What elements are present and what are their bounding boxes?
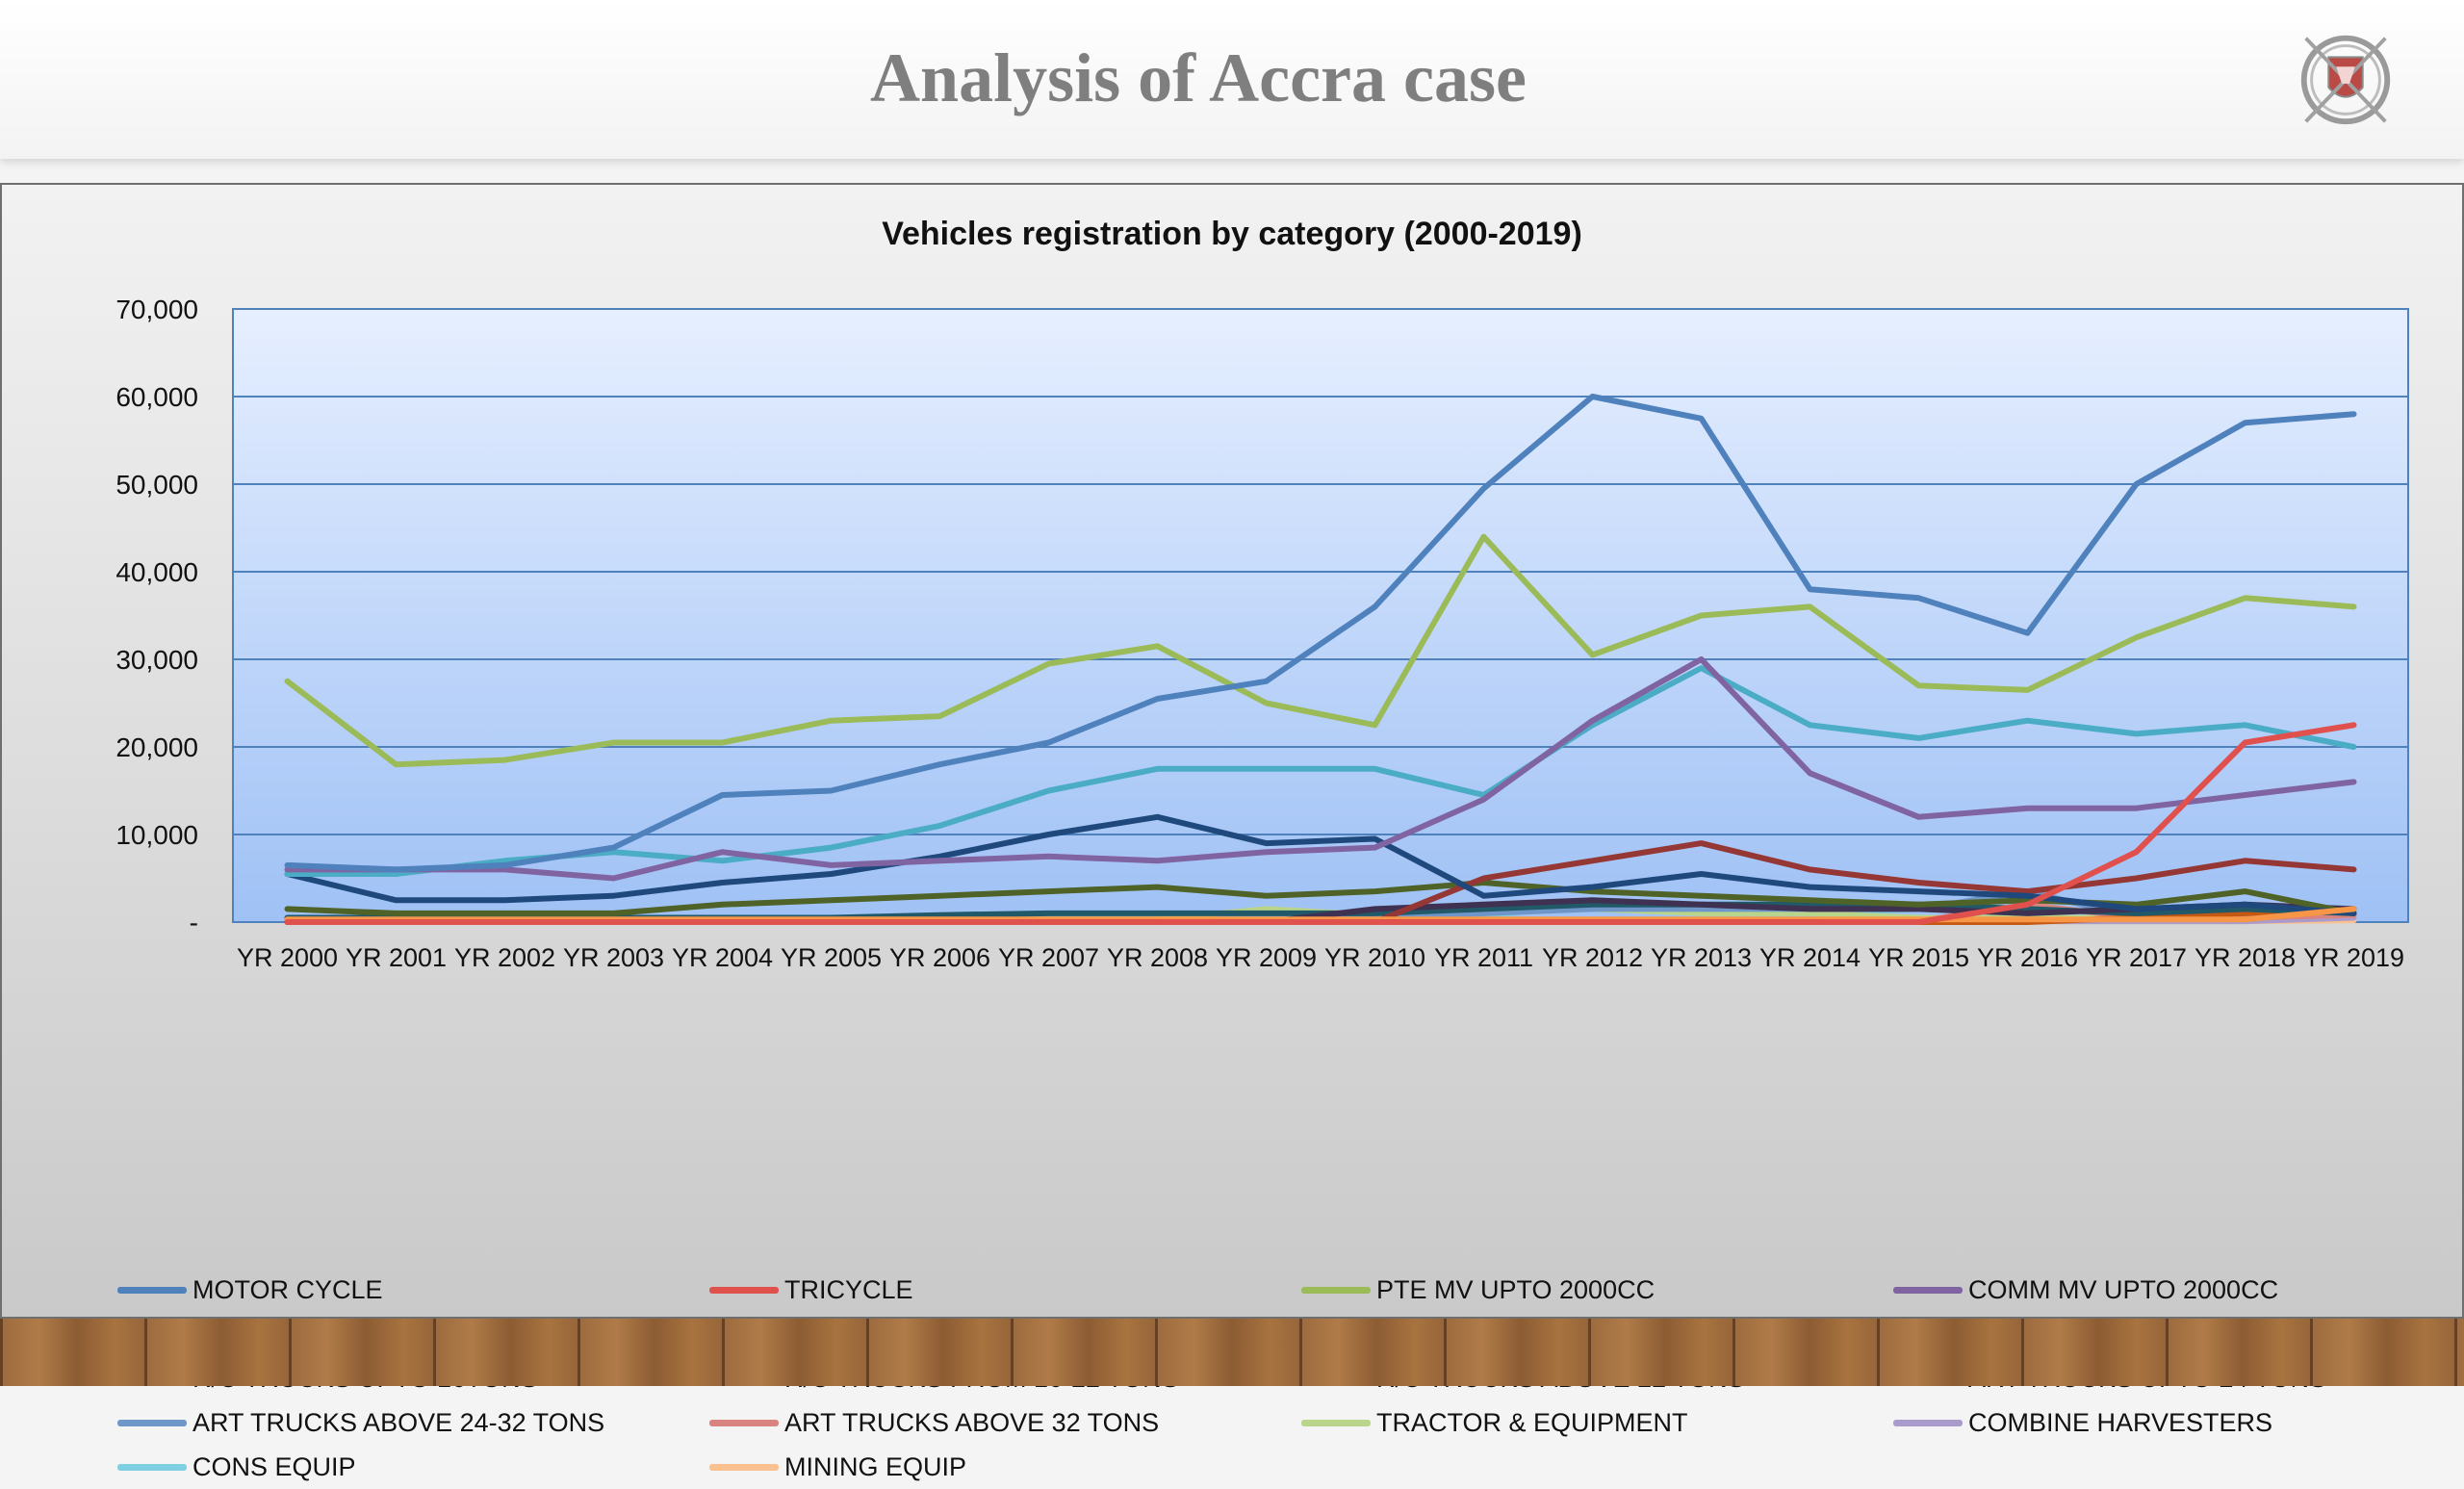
legend-item: COMBINE HARVESTERS [1893, 1400, 2447, 1445]
legend-swatch [1893, 1419, 1963, 1426]
x-tick-label: YR 2017 [2086, 943, 2187, 972]
x-tick-label: YR 2011 [1434, 943, 1533, 972]
y-tick-label: 10,000 [116, 820, 198, 850]
series-line-private-buses-coaches [284, 813, 2357, 916]
legend-swatch [1301, 1286, 1371, 1294]
legend-item: ART TRUCKS ABOVE 24-32 TONS [117, 1400, 709, 1445]
chart-title: Vehicles registration by category (2000-… [882, 216, 1582, 252]
y-tick-label: 30,000 [116, 645, 198, 675]
legend-label: ART TRUCKS ABOVE 24-32 TONS [192, 1407, 605, 1437]
x-tick-label: YR 2002 [454, 943, 555, 972]
legend-label: TRICYCLE [784, 1274, 913, 1304]
x-tick-label: YR 2001 [346, 943, 447, 972]
series-line-comm-mv-upto-2000cc [284, 656, 2357, 882]
legend-label: MINING EQUIP [784, 1451, 967, 1481]
y-tick-label: 70,000 [116, 295, 198, 324]
legend-item: MOTOR CYCLE [117, 1268, 709, 1312]
series-line-pmv-above-2000-cc [284, 665, 2357, 877]
series-line-tricycle [284, 722, 2357, 925]
wood-floor-decoration [0, 1319, 2464, 1386]
x-tick-label: YR 2009 [1216, 943, 1317, 972]
y-tick-label: 60,000 [116, 382, 198, 412]
x-tick-label: YR 2008 [1107, 943, 1208, 972]
legend-item: PTE MV UPTO 2000CC [1301, 1268, 1893, 1312]
series-line-r-c-trucks-upto-16tons [284, 880, 2357, 916]
plot-area [232, 308, 2409, 923]
x-tick-label: YR 2005 [781, 943, 882, 972]
y-tick-label: - [190, 908, 198, 937]
legend-swatch [117, 1286, 187, 1294]
y-tick-label: 50,000 [116, 470, 198, 500]
x-tick-label: YR 2006 [889, 943, 990, 972]
legend-swatch [709, 1419, 779, 1426]
legend-swatch [709, 1463, 779, 1471]
series-line-pte-mv-upto-2000cc [284, 533, 2357, 768]
y-tick-label: 40,000 [116, 557, 198, 587]
legend-item: MINING EQUIP [709, 1445, 1301, 1489]
legend-label: CONS EQUIP [192, 1451, 356, 1481]
x-tick-label: YR 2000 [237, 943, 338, 972]
legend-item: CONS EQUIP [117, 1445, 709, 1489]
legend-swatch [1301, 1419, 1371, 1426]
legend-swatch [117, 1419, 187, 1426]
legend-item: COMM MV UPTO 2000CC [1893, 1268, 2447, 1312]
legend-label: MOTOR CYCLE [192, 1274, 383, 1304]
x-axis-ticks: YR 2000 YR 2001 YR 2002 YR 2003 YR 2004 YR 20… [237, 943, 2404, 972]
y-axis-ticks: - 10,000 20,000 30,000 40,000 50,000 60,000 70,… [116, 295, 198, 937]
line-chart: Vehicles registration by category (2000-… [116, 216, 2409, 972]
x-tick-label: YR 2018 [2194, 943, 2296, 972]
legend-label: ART TRUCKS ABOVE 32 TONS [784, 1407, 1160, 1437]
x-tick-label: YR 2019 [2303, 943, 2404, 972]
chart-panel: Vehicles registration by category (2000-… [0, 183, 2464, 1481]
page-title: Analysis of Accra case [870, 39, 1527, 116]
x-tick-label: YR 2012 [1542, 943, 1643, 972]
legend-label: TRACTOR & EQUIPMENT [1376, 1407, 1688, 1437]
legend-label: COMM MV UPTO 2000CC [1968, 1274, 2279, 1304]
legend-label: COMBINE HARVESTERS [1968, 1407, 2273, 1437]
legend-label: PTE MV UPTO 2000CC [1376, 1274, 1656, 1304]
legend-swatch [709, 1286, 779, 1294]
x-tick-label: YR 2015 [1868, 943, 1969, 972]
series-line-motor-cycle [284, 394, 2357, 873]
legend-swatch [1893, 1286, 1963, 1294]
y-tick-label: 20,000 [116, 732, 198, 762]
series-lines [284, 394, 2357, 925]
x-tick-label: YR 2014 [1759, 943, 1861, 972]
x-tick-label: YR 2010 [1324, 943, 1425, 972]
legend-swatch [117, 1463, 187, 1471]
x-tick-label: YR 2004 [672, 943, 773, 972]
crest-logo-icon [2300, 35, 2391, 125]
slide-header: Analysis of Accra case [0, 0, 2464, 159]
x-tick-label: YR 2016 [1977, 943, 2078, 972]
x-tick-label: YR 2003 [563, 943, 664, 972]
legend-item: TRICYCLE [709, 1268, 1301, 1312]
legend-item: TRACTOR & EQUIPMENT [1301, 1400, 1893, 1445]
x-tick-label: YR 2007 [998, 943, 1099, 972]
x-tick-label: YR 2013 [1651, 943, 1752, 972]
legend-item: ART TRUCKS ABOVE 32 TONS [709, 1400, 1301, 1445]
